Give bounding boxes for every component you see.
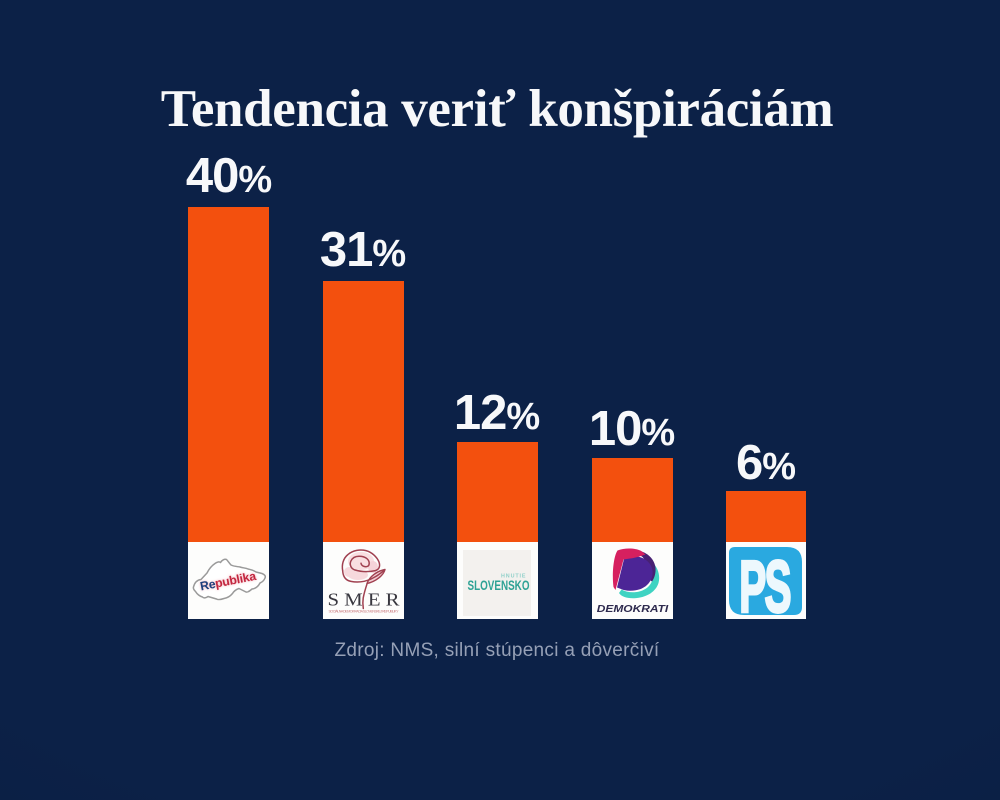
svg-text:SLOVENSKO: SLOVENSKO: [468, 578, 530, 593]
svg-text:PS: PS: [739, 548, 790, 619]
svg-text:DEMOKRATI: DEMOKRATI: [597, 603, 670, 615]
svg-text:HNUTIE: HNUTIE: [501, 574, 526, 580]
svg-text:SOCIÁLNA DEMOKRACIA SLOVENSKEJ: SOCIÁLNA DEMOKRACIA SLOVENSKEJ REPUBLIKY: [329, 610, 400, 614]
svg-text:S M E R: S M E R: [328, 590, 401, 610]
